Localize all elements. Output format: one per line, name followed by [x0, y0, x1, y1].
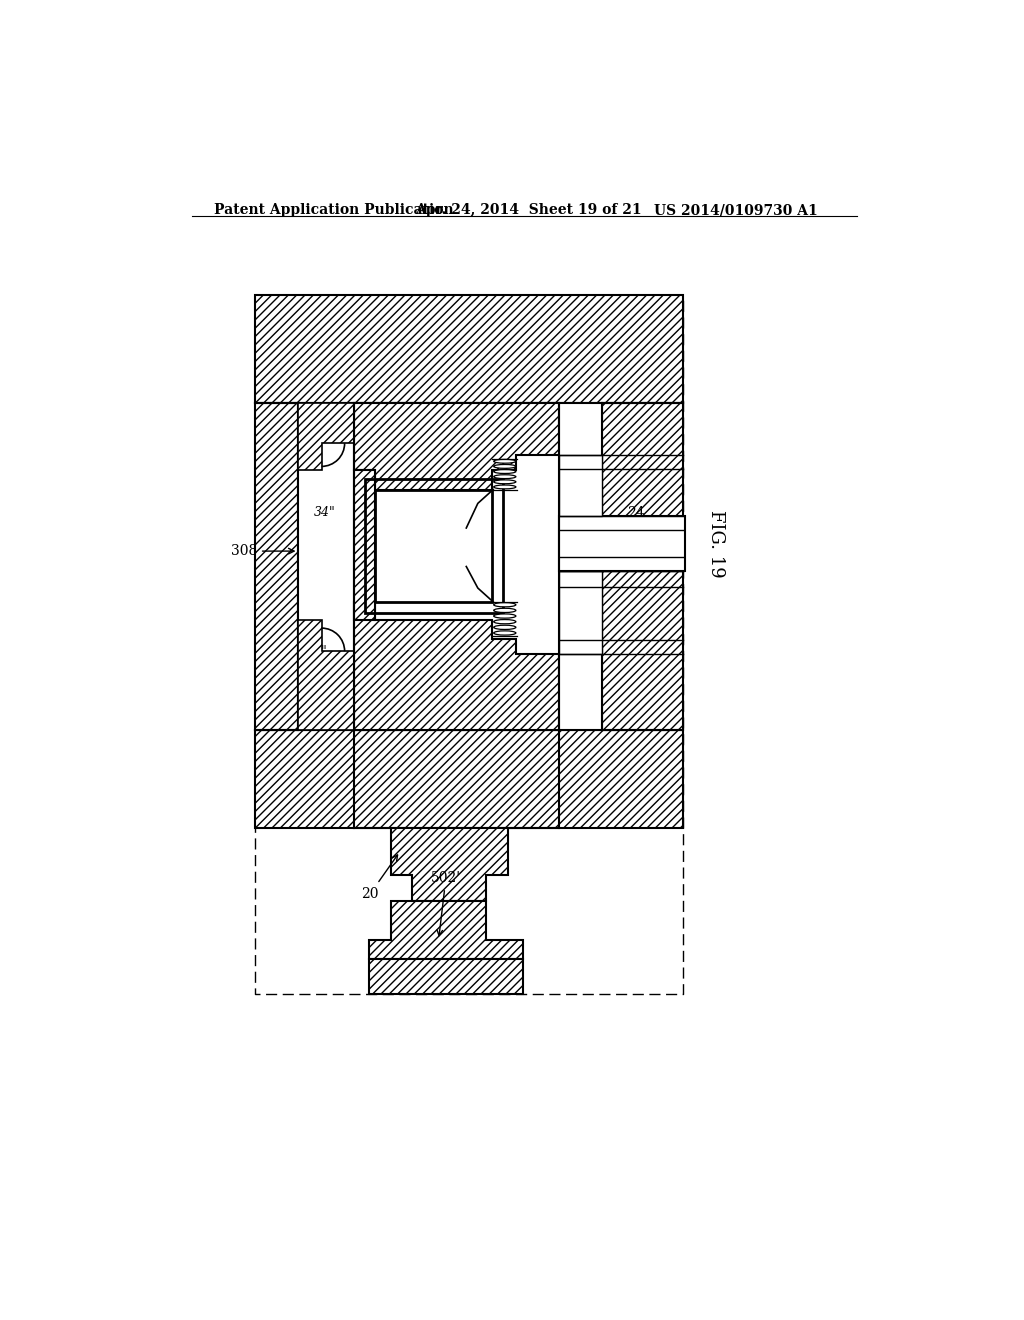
Bar: [255, 296, 683, 404]
Ellipse shape: [494, 484, 516, 488]
Text: 36": 36": [521, 445, 544, 458]
Text: 228: 228: [571, 591, 595, 603]
Ellipse shape: [494, 470, 516, 474]
Ellipse shape: [494, 459, 516, 463]
Text: Patent Application Publication: Patent Application Publication: [214, 203, 454, 216]
Polygon shape: [298, 404, 354, 470]
Bar: [365, 479, 503, 612]
Bar: [376, 490, 493, 602]
Polygon shape: [391, 829, 508, 902]
Text: FIG. 19: FIG. 19: [707, 510, 725, 577]
Bar: [559, 404, 602, 730]
Ellipse shape: [494, 603, 516, 607]
Text: US 2014/0109730 A1: US 2014/0109730 A1: [654, 203, 818, 216]
Bar: [559, 572, 602, 655]
Bar: [559, 516, 685, 572]
Text: 24: 24: [604, 506, 645, 541]
Bar: [255, 404, 298, 730]
Polygon shape: [354, 470, 376, 620]
Ellipse shape: [494, 631, 516, 635]
Ellipse shape: [494, 609, 516, 612]
Polygon shape: [354, 602, 559, 730]
Text: 504': 504': [419, 539, 450, 553]
Text: 308: 308: [230, 544, 294, 558]
Ellipse shape: [494, 619, 516, 624]
Ellipse shape: [494, 475, 516, 479]
Bar: [298, 404, 354, 730]
Polygon shape: [370, 902, 523, 960]
Text: 226: 226: [564, 545, 588, 557]
Text: 30: 30: [571, 568, 587, 581]
Polygon shape: [354, 404, 559, 490]
Bar: [255, 730, 683, 829]
Text: 32": 32": [306, 644, 328, 657]
Ellipse shape: [494, 465, 516, 469]
Ellipse shape: [494, 614, 516, 618]
Ellipse shape: [494, 480, 516, 483]
Bar: [370, 960, 523, 994]
Ellipse shape: [494, 626, 516, 630]
Bar: [559, 455, 602, 516]
Polygon shape: [298, 620, 354, 730]
Text: 502': 502': [431, 871, 461, 936]
Bar: [602, 404, 683, 730]
Text: Apr. 24, 2014  Sheet 19 of 21: Apr. 24, 2014 Sheet 19 of 21: [416, 203, 642, 216]
Text: 20: 20: [361, 855, 397, 900]
Text: 34": 34": [313, 506, 336, 519]
